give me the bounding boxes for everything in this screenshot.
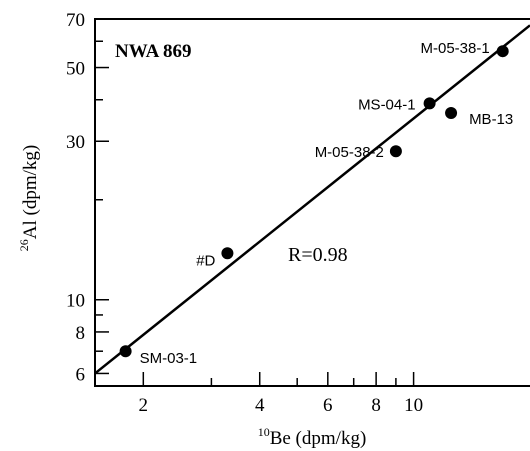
point-label: M-05-38-2 (315, 144, 384, 161)
data-point (389, 145, 402, 158)
r-annotation: R=0.98 (288, 244, 348, 266)
x-tick-label: 6 (323, 395, 333, 416)
y-axis-label-superscript: 26 (17, 239, 31, 251)
point-label: SM-03-1 (140, 350, 198, 367)
data-points (119, 45, 509, 358)
axes-frame (94, 18, 530, 387)
data-point (119, 345, 132, 358)
x-tick-label: 8 (371, 395, 381, 416)
y-tick-label: 30 (66, 132, 85, 153)
x-tick-label: 4 (255, 395, 265, 416)
data-point (423, 97, 436, 110)
x-axis-label: 10Be (dpm/kg) (258, 425, 367, 449)
x-tick-label: 2 (139, 395, 149, 416)
data-point (445, 106, 458, 119)
x-tick-label: 10 (404, 395, 423, 416)
y-axis-label: 26Al (dpm/kg) (17, 145, 41, 251)
chart-title: NWA 869 (115, 41, 192, 62)
y-ticks: 6 8 10 30 50 70 (66, 10, 109, 385)
y-tick-label: 70 (66, 10, 85, 31)
point-label: M-05-38-1 (421, 40, 490, 57)
data-point (496, 45, 509, 58)
point-labels: SM-03-1 #D M-05-38-2 MS-04-1 MB-13 M-05-38-1 (140, 40, 514, 367)
y-tick-label: 6 (76, 364, 86, 385)
fit-line (94, 24, 530, 375)
x-ticks: 2 4 6 8 10 (139, 372, 423, 416)
y-tick-label: 8 (76, 323, 86, 344)
point-label: MB-13 (469, 111, 513, 128)
y-tick-label: 10 (66, 291, 85, 312)
point-label: MS-04-1 (358, 96, 416, 113)
y-axis-label-text: Al (dpm/kg) (20, 145, 41, 239)
x-axis-label-superscript: 10 (258, 425, 270, 439)
point-label: #D (196, 252, 215, 269)
x-axis-label-text: Be (dpm/kg) (270, 428, 367, 449)
y-tick-label: 50 (66, 59, 85, 80)
data-point (221, 247, 234, 260)
minor-ticks (95, 40, 397, 386)
